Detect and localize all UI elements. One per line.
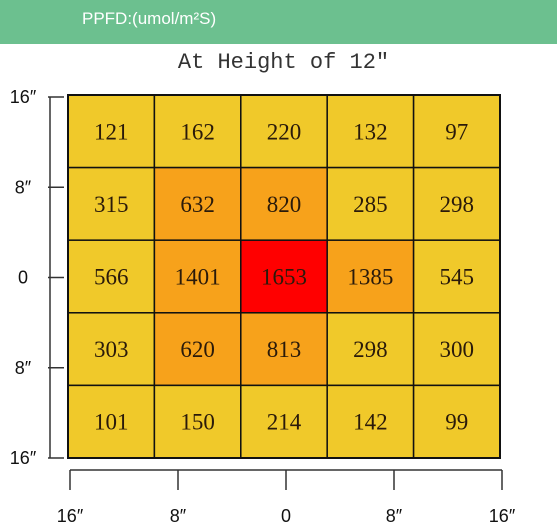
- heatmap-value-r3-c5: 545: [440, 265, 475, 290]
- heatmap-cell-r3-c2: [153, 239, 242, 314]
- heatmap-value-r1-c2: 162: [180, 119, 215, 144]
- heatmap-value-r4-c1: 303: [94, 337, 129, 362]
- heatmap-cell-r5-c5: [412, 384, 501, 459]
- x-tick-label: 0: [281, 506, 291, 526]
- heatmap-value-r2-c1: 315: [94, 192, 129, 217]
- x-tick-label: 16″: [57, 506, 84, 526]
- y-tick-label: 0: [18, 268, 28, 288]
- heatmap-cell-r2-c5: [412, 166, 501, 241]
- heatmap-value-r4-c2: 620: [180, 337, 215, 362]
- heatmap-border: [67, 94, 501, 459]
- heatmap-cell-r4-c3: [240, 312, 328, 387]
- chart-title: At Height of 12″: [177, 50, 390, 75]
- y-tick-label: 16″: [10, 448, 37, 468]
- heatmap-cell-r4-c2: [153, 312, 242, 387]
- heatmap-value-r3-c2: 1401: [175, 265, 221, 290]
- heatmap-cell-r5-c1: [67, 384, 156, 459]
- ppfd-unit-label: PPFD:(umol/m²S): [82, 9, 217, 28]
- heatmap-cell-r3-c3: [240, 239, 328, 314]
- heatmap-value-r2-c2: 632: [180, 192, 215, 217]
- heatmap-value-r5-c1: 101: [94, 410, 129, 435]
- header-bar: PPFD:(umol/m²S): [0, 0, 557, 44]
- heatmap-value-r5-c5: 99: [445, 410, 468, 435]
- heatmap-value-r1-c4: 132: [353, 119, 388, 144]
- heatmap-value-r5-c2: 150: [180, 410, 215, 435]
- y-tick-label: 16″: [10, 87, 37, 107]
- heatmap-cell-r5-c3: [240, 384, 328, 459]
- heatmap-value-r5-c3: 214: [267, 410, 302, 435]
- heatmap-cell-r2-c3: [240, 166, 328, 241]
- heatmap-value-r3-c1: 566: [94, 265, 129, 290]
- heatmap-value-r1-c5: 97: [445, 119, 468, 144]
- y-tick-label: 8″: [15, 177, 32, 197]
- heatmap-value-r5-c4: 142: [353, 410, 388, 435]
- heatmap-value-r2-c4: 285: [353, 192, 388, 217]
- heatmap-value-r3-c4: 1385: [347, 265, 393, 290]
- x-tick-label: 16″: [489, 506, 516, 526]
- y-tick-label: 8″: [15, 358, 32, 378]
- heatmap-value-r1-c3: 220: [267, 119, 302, 144]
- heatmap-value-r2-c5: 298: [440, 192, 475, 217]
- x-tick-label: 8″: [170, 506, 187, 526]
- heatmap-value-r2-c3: 820: [267, 192, 302, 217]
- heatmap-value-r4-c4: 298: [353, 337, 388, 362]
- x-tick-label: 8″: [386, 506, 403, 526]
- heatmap-cell-r1-c2: [153, 94, 242, 169]
- heatmap-value-r4-c3: 813: [267, 337, 302, 362]
- heatmap-value-r3-c3: 1653: [261, 265, 307, 290]
- heatmap-cell-r3-c1: [67, 239, 156, 314]
- heatmap-value-r4-c5: 300: [440, 337, 475, 362]
- heatmap-value-r1-c1: 121: [94, 119, 129, 144]
- heatmap-cell-r4-c4: [326, 312, 415, 387]
